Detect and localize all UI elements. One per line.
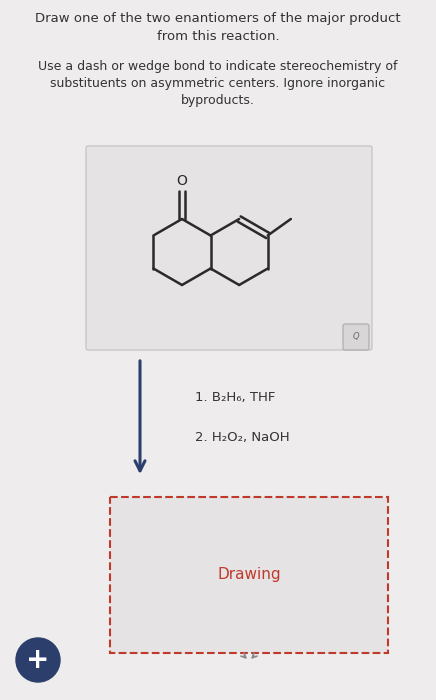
Text: Drawing: Drawing bbox=[217, 568, 281, 582]
Text: substituents on asymmetric centers. Ignore inorganic: substituents on asymmetric centers. Igno… bbox=[51, 77, 385, 90]
Text: Use a dash or wedge bond to indicate stereochemistry of: Use a dash or wedge bond to indicate ste… bbox=[38, 60, 398, 73]
FancyBboxPatch shape bbox=[86, 146, 372, 350]
Text: 2. H₂O₂, NaOH: 2. H₂O₂, NaOH bbox=[195, 431, 290, 444]
Circle shape bbox=[16, 638, 60, 682]
Text: from this reaction.: from this reaction. bbox=[157, 30, 279, 43]
Text: byproducts.: byproducts. bbox=[181, 94, 255, 107]
Text: Q: Q bbox=[353, 332, 359, 342]
Text: Draw one of the two enantiomers of the major product: Draw one of the two enantiomers of the m… bbox=[35, 12, 401, 25]
FancyBboxPatch shape bbox=[343, 324, 369, 350]
Text: O: O bbox=[177, 174, 187, 188]
Text: +: + bbox=[26, 646, 50, 674]
Text: 1. B₂H₆, THF: 1. B₂H₆, THF bbox=[195, 391, 276, 405]
Bar bbox=[110, 497, 388, 653]
